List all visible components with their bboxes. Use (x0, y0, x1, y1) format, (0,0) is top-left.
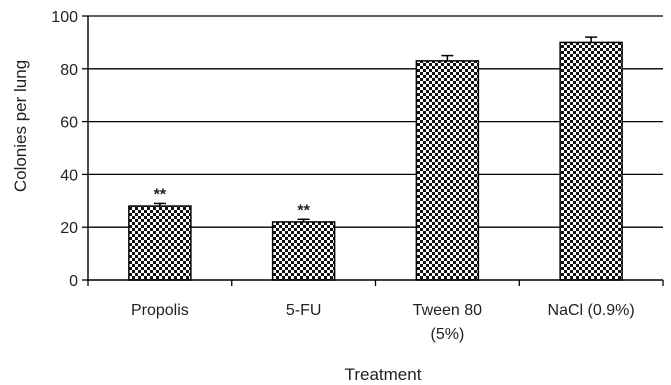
axes (82, 15, 664, 286)
x-tick-label: NaCl (0.9%) (548, 302, 635, 319)
y-tick-label: 40 (60, 167, 78, 184)
x-axis-label: Treatment (345, 365, 422, 384)
bar (559, 41, 623, 281)
y-tick-label: 100 (51, 9, 78, 26)
y-tick-labels: 0 20 40 60 80 100 (51, 9, 78, 290)
significance-label: ** (154, 186, 167, 203)
y-tick-label: 80 (60, 62, 78, 79)
x-tick-label: 5-FU (286, 302, 322, 319)
x-tick-label: Propolis (131, 302, 189, 319)
bar (415, 60, 480, 281)
x-tick-label: (5%) (430, 326, 464, 343)
bar (128, 205, 192, 281)
bars: ** ** (128, 36, 623, 281)
significance-label: ** (297, 202, 310, 219)
y-tick-label: 60 (60, 115, 78, 132)
bar (271, 221, 336, 281)
y-tick-label: 20 (60, 220, 78, 237)
y-tick-label: 0 (69, 273, 78, 290)
y-axis-label: Colonies per lung (11, 60, 30, 192)
x-tick-label: Tween 80 (413, 302, 482, 319)
x-tick-labels: Propolis 5-FU Tween 80 (5%) NaCl (0.9%) (131, 302, 635, 343)
